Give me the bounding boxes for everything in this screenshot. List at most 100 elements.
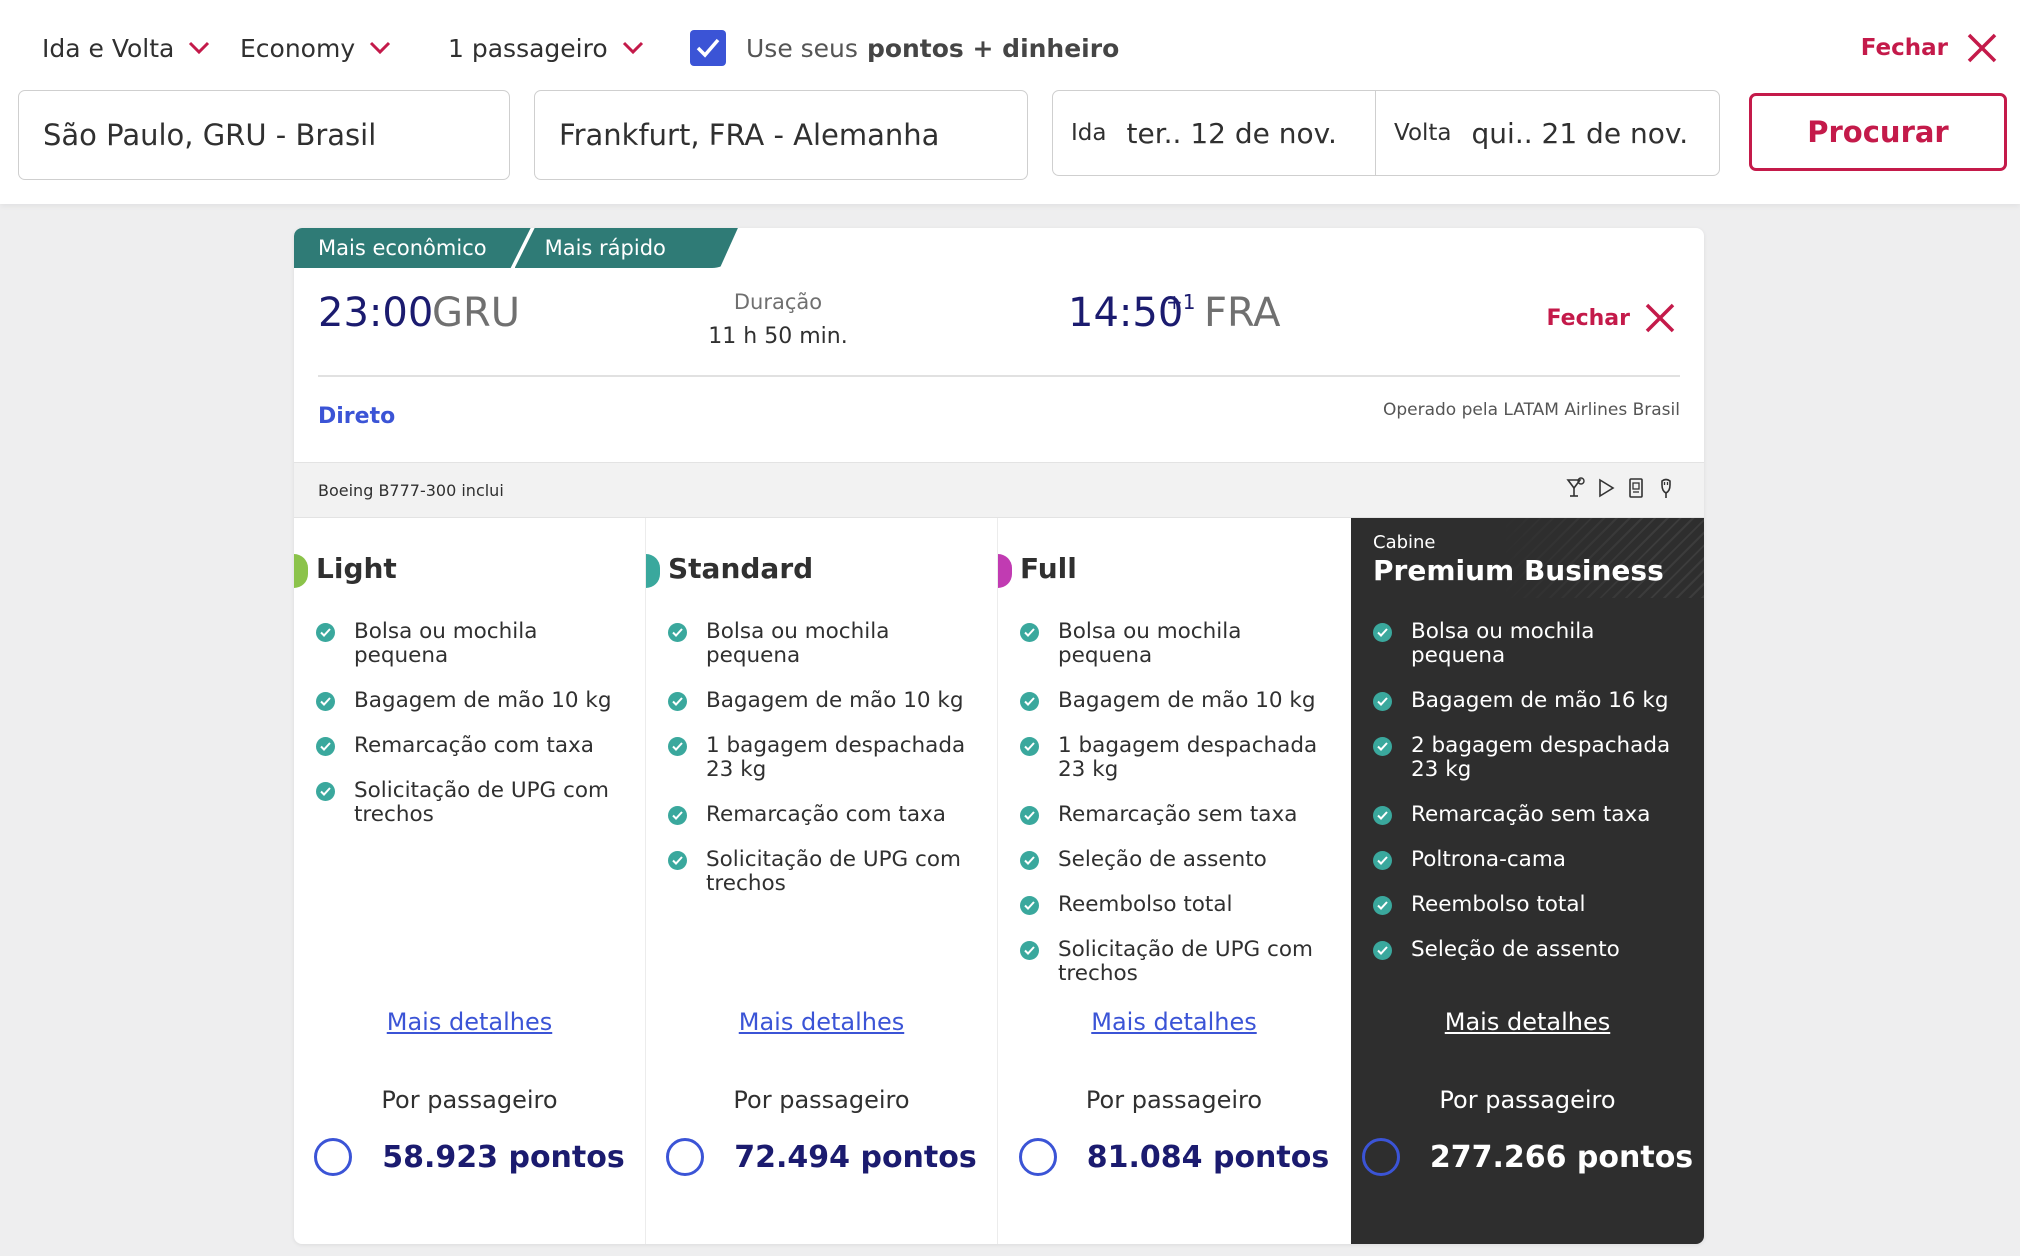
feature-text: 1 bagagem despachada 23 kg [1058,733,1318,782]
header-stripes [1351,518,1704,598]
check-icon [1020,623,1039,642]
tag-fastest: Mais rápido [515,228,738,268]
use-points-option[interactable]: Use seus pontos + dinheiro [690,28,1119,68]
fare-price: 72.494 pontos [646,1138,997,1176]
fare-name: Light [316,552,397,585]
flight-tags: Mais econômico Mais rápido [294,228,738,268]
feature-text: Remarcação sem taxa [1411,802,1651,827]
checkmark-icon [696,38,720,58]
trip-type-select[interactable]: Ida e Volta [42,28,210,68]
fare-radio[interactable] [666,1138,705,1176]
fare-price: 58.923 pontos [294,1138,645,1176]
check-icon [1373,896,1392,915]
more-details-link[interactable]: Mais detalhes [1444,1008,1611,1036]
feature-text: Bagagem de mão 10 kg [706,688,964,713]
feature-text: Bagagem de mão 10 kg [354,688,612,713]
feature-item: Solicitação de UPG com trechos [316,779,634,827]
feature-item: Bagagem de mão 16 kg [1373,689,1691,713]
feature-text: Reembolso total [1411,892,1586,917]
return-date-field[interactable]: Volta qui.. 21 de nov. [1376,91,1688,175]
fare-accent [998,554,1012,588]
power-outlet-icon [1629,478,1643,498]
close-label: Fechar [1546,305,1630,331]
check-icon [668,806,687,825]
check-icon [316,623,335,642]
feature-item: Solicitação de UPG com trechos [668,848,986,896]
tag-cheapest: Mais econômico [294,228,531,268]
feature-item: Bagagem de mão 10 kg [1020,689,1338,713]
check-icon [668,623,687,642]
return-date: qui.. 21 de nov. [1471,116,1689,150]
check-icon [668,851,687,870]
feature-item: Bolsa ou mochila pequena [1020,620,1338,668]
cabin-label: Cabine [1373,532,1436,553]
feature-text: Bolsa ou mochila pequena [706,619,890,668]
more-details-link[interactable]: Mais detalhes [386,1008,553,1036]
fare-features: Bolsa ou mochila pequena Bagagem de mão … [1020,620,1338,1007]
feature-item: Solicitação de UPG com trechos [1020,938,1338,986]
passengers-value: 1 passageiro [448,33,608,63]
check-icon [1020,737,1039,756]
feature-text: Bolsa ou mochila pequena [1058,619,1242,668]
fare-price: 277.266 pontos [1351,1138,1704,1176]
more-details-link[interactable]: Mais detalhes [1091,1008,1257,1036]
departure-time: 23:00 [318,290,434,336]
fare-radio[interactable] [1361,1138,1400,1176]
per-passenger-label: Por passageiro [733,1086,910,1114]
feature-text: Bagagem de mão 10 kg [1058,688,1316,713]
search-button[interactable]: Procurar [1749,93,2007,171]
fare-points: 277.266 pontos [1429,1139,1694,1175]
check-icon [316,737,335,756]
check-icon [1373,737,1392,756]
check-icon [1373,806,1392,825]
fare-radio[interactable] [314,1138,353,1176]
fare-radio[interactable] [1018,1138,1057,1176]
arrival-day-offset: +1 [1166,290,1196,314]
feature-text: Seleção de assento [1411,937,1620,962]
feature-item: Reembolso total [1373,893,1691,917]
stops-link[interactable]: Direto [318,404,396,429]
more-details-link[interactable]: Mais detalhes [738,1008,905,1036]
operated-by: Operado pela LATAM Airlines Brasil [1382,400,1680,420]
destination-field[interactable]: Frankfurt, FRA - Alemanha [534,90,1028,180]
origin-field[interactable]: São Paulo, GRU - Brasil [18,90,510,180]
feature-text: Bagagem de mão 16 kg [1411,688,1669,713]
destination-value: Frankfurt, FRA - Alemanha [559,118,940,152]
usb-icon [1661,478,1671,498]
search-bar: Ida e Volta Economy 1 passageiro Use seu… [0,0,2020,204]
feature-item: Seleção de assento [1373,938,1691,962]
feature-text: Bolsa ou mochila pequena [1411,619,1595,668]
cocktail-icon [1566,477,1585,497]
feature-item: Reembolso total [1020,893,1338,917]
feature-item: Remarcação sem taxa [1373,803,1691,827]
fare-points: 58.923 pontos [382,1139,625,1175]
fare-full: Full Bolsa ou mochila pequena Bagagem de… [998,518,1350,1244]
per-passenger-label: Por passageiro [1439,1086,1616,1114]
passengers-select[interactable]: 1 passageiro [448,28,644,68]
fare-premium-business: Cabine Premium Business Bolsa ou mochila… [1351,518,1704,1244]
use-points-checkbox[interactable] [690,30,726,66]
outbound-date-field[interactable]: Ida ter.. 12 de nov. [1053,91,1376,175]
feature-text: Solicitação de UPG com trechos [1058,937,1313,986]
close-icon [1645,303,1675,333]
feature-item: Bagagem de mão 10 kg [316,689,634,713]
chevron-down-icon [189,41,210,55]
chevron-down-icon [622,41,643,55]
feature-item: Remarcação com taxa [316,734,634,758]
feature-text: Reembolso total [1058,892,1233,917]
per-passenger-label: Por passageiro [381,1086,558,1114]
close-search-button[interactable]: Fechar [1861,28,1998,68]
origin-value: São Paulo, GRU - Brasil [43,118,377,152]
check-icon [1373,692,1392,711]
cabin-select[interactable]: Economy [240,28,391,68]
aircraft-bar: Boeing B777-300 inclui [294,462,1704,518]
feature-item: Remarcação com taxa [668,803,986,827]
close-icon [1967,33,1997,63]
feature-item: 1 bagagem despachada 23 kg [1020,734,1338,782]
close-flight-button[interactable]: Fechar [1547,302,1676,334]
fare-features: Bolsa ou mochila pequena Bagagem de mão … [316,620,634,848]
feature-item: 2 bagagem despachada 23 kg [1373,734,1691,782]
fare-features: Bolsa ou mochila pequena Bagagem de mão … [1373,620,1691,983]
check-icon [1373,941,1392,960]
check-icon [1020,851,1039,870]
